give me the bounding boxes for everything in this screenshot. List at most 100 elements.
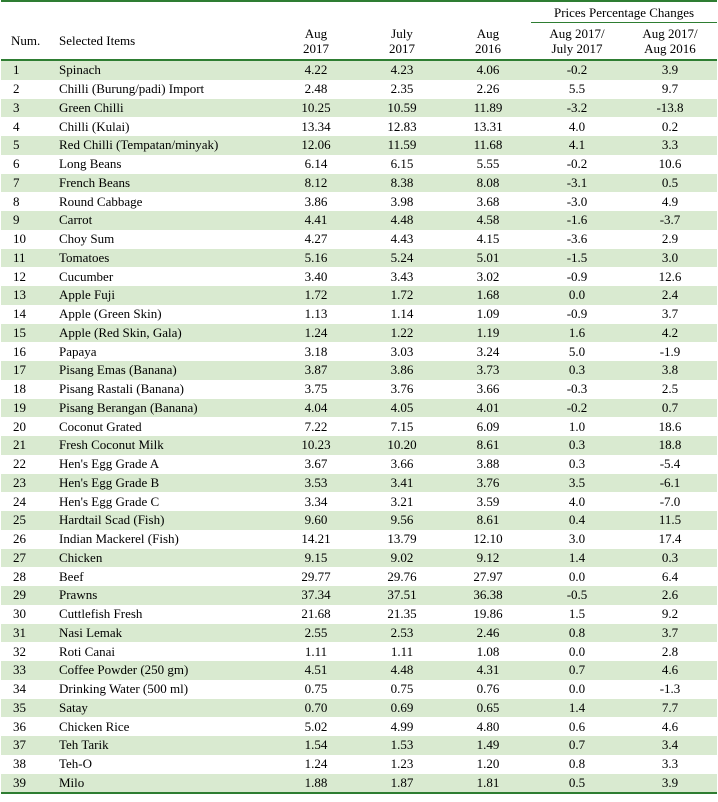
pct-change-month: 3.5 xyxy=(531,473,623,493)
item-name: Hardtail Scad (Fish) xyxy=(53,511,273,530)
row-number: 16 xyxy=(1,342,53,361)
item-name: Chicken xyxy=(53,548,273,568)
price-aug-2017: 29.77 xyxy=(273,567,359,586)
pct-change-month: 0.3 xyxy=(531,454,623,474)
item-name: Nasi Lemak xyxy=(53,623,273,643)
table-row: 9 Carrot 4.41 4.48 4.58 -1.6 -3.7 xyxy=(1,211,717,230)
row-number: 24 xyxy=(1,492,53,511)
table-row: 4 Chilli (Kulai) 13.34 12.83 13.31 4.0 0.2 xyxy=(1,117,717,136)
price-jul-2017: 1.11 xyxy=(359,642,445,661)
item-name: Coffee Powder (250 gm) xyxy=(53,661,273,680)
price-aug-2016: 1.81 xyxy=(445,773,531,795)
price-aug-2016: 19.86 xyxy=(445,604,531,624)
row-number: 30 xyxy=(1,604,53,624)
price-jul-2017: 1.23 xyxy=(359,754,445,774)
table-row: 14 Apple (Green Skin) 1.13 1.14 1.09 -0.9 3.7 xyxy=(1,304,717,324)
price-jul-2017: 3.66 xyxy=(359,454,445,474)
pct-change-month: -1.5 xyxy=(531,248,623,268)
price-jul-2017: 0.75 xyxy=(359,679,445,699)
row-number: 7 xyxy=(1,173,53,193)
price-aug-2017: 13.34 xyxy=(273,117,359,136)
price-jul-2017: 3.43 xyxy=(359,267,445,286)
pct-change-month: 0.8 xyxy=(531,754,623,774)
table-row: 5 Red Chilli (Tempatan/minyak) 12.06 11.59 1… xyxy=(1,136,717,155)
price-aug-2016: 1.08 xyxy=(445,642,531,661)
price-jul-2017: 13.79 xyxy=(359,529,445,549)
price-aug-2017: 1.13 xyxy=(273,304,359,324)
pct-change-month: 0.4 xyxy=(531,511,623,530)
pct-change-month: -0.2 xyxy=(531,60,623,80)
price-aug-2017: 3.67 xyxy=(273,454,359,474)
table-row: 10 Choy Sum 4.27 4.43 4.15 -3.6 2.9 xyxy=(1,229,717,249)
row-number: 4 xyxy=(1,117,53,136)
table-row: 37 Teh Tarik 1.54 1.53 1.49 0.7 3.4 xyxy=(1,736,717,755)
item-name: Fresh Coconut Milk xyxy=(53,436,273,455)
price-aug-2017: 1.88 xyxy=(273,773,359,795)
pct-change-year: 4.6 xyxy=(623,661,717,680)
row-number: 20 xyxy=(1,417,53,436)
table-row: 7 French Beans 8.12 8.38 8.08 -3.1 0.5 xyxy=(1,173,717,193)
pct-change-year: 18.6 xyxy=(623,417,717,436)
price-jul-2017: 0.69 xyxy=(359,698,445,718)
price-aug-2016: 4.31 xyxy=(445,661,531,680)
price-jul-2017: 4.48 xyxy=(359,211,445,230)
pct-change-year: 4.6 xyxy=(623,717,717,736)
pct-change-year: 3.7 xyxy=(623,304,717,324)
table-row: 21 Fresh Coconut Milk 10.23 10.20 8.61 0.3 18.… xyxy=(1,436,717,455)
price-aug-2017: 9.60 xyxy=(273,511,359,530)
item-name: Hen's Egg Grade A xyxy=(53,454,273,474)
table-row: 3 Green Chilli 10.25 10.59 11.89 -3.2 -13.8 xyxy=(1,98,717,118)
price-aug-2017: 12.06 xyxy=(273,136,359,155)
table-row: 25 Hardtail Scad (Fish) 9.60 9.56 8.61 0.4 11.… xyxy=(1,511,717,530)
pct-change-year: 9.7 xyxy=(623,79,717,99)
pct-change-year: 0.3 xyxy=(623,548,717,568)
price-aug-2016: 3.68 xyxy=(445,192,531,211)
table-row: 20 Coconut Grated 7.22 7.15 6.09 1.0 18.6 xyxy=(1,417,717,436)
item-name: Milo xyxy=(53,773,273,795)
pct-change-month: 1.5 xyxy=(531,604,623,624)
price-jul-2017: 6.15 xyxy=(359,154,445,174)
item-name: Choy Sum xyxy=(53,229,273,249)
price-aug-2017: 3.75 xyxy=(273,379,359,399)
price-aug-2017: 1.54 xyxy=(273,736,359,755)
row-number: 5 xyxy=(1,136,53,155)
price-aug-2017: 3.86 xyxy=(273,192,359,211)
price-aug-2016: 27.97 xyxy=(445,567,531,586)
price-aug-2017: 10.23 xyxy=(273,436,359,455)
price-aug-2017: 21.68 xyxy=(273,604,359,624)
row-number: 28 xyxy=(1,567,53,586)
item-name: Hen's Egg Grade C xyxy=(53,492,273,511)
item-name: Apple (Red Skin, Gala) xyxy=(53,323,273,343)
price-aug-2017: 3.34 xyxy=(273,492,359,511)
item-name: Apple Fuji xyxy=(53,286,273,305)
row-number: 2 xyxy=(1,79,53,99)
row-number: 38 xyxy=(1,754,53,774)
price-jul-2017: 3.86 xyxy=(359,361,445,380)
price-jul-2017: 1.14 xyxy=(359,304,445,324)
price-aug-2016: 13.31 xyxy=(445,117,531,136)
item-name: Tomatoes xyxy=(53,248,273,268)
price-aug-2017: 14.21 xyxy=(273,529,359,549)
price-aug-2016: 36.38 xyxy=(445,586,531,605)
pct-change-year: 2.8 xyxy=(623,642,717,661)
price-aug-2016: 4.58 xyxy=(445,211,531,230)
pct-change-year: 3.3 xyxy=(623,136,717,155)
item-name: French Beans xyxy=(53,173,273,193)
price-aug-2017: 2.55 xyxy=(273,623,359,643)
pct-change-month: -0.5 xyxy=(531,586,623,605)
pct-change-month: 0.7 xyxy=(531,736,623,755)
price-jul-2017: 3.76 xyxy=(359,379,445,399)
price-aug-2017: 8.12 xyxy=(273,173,359,193)
pct-change-month: 1.0 xyxy=(531,417,623,436)
item-name: Chilli (Kulai) xyxy=(53,117,273,136)
pct-change-year: 3.9 xyxy=(623,60,717,80)
price-aug-2016: 3.76 xyxy=(445,473,531,493)
pct-change-month: 0.7 xyxy=(531,661,623,680)
item-name: Indian Mackerel (Fish) xyxy=(53,529,273,549)
item-name: Papaya xyxy=(53,342,273,361)
pct-month-column-header: Aug 2017/July 2017 xyxy=(531,22,623,61)
pct-change-month: 1.4 xyxy=(531,548,623,568)
pct-change-month: -0.2 xyxy=(531,154,623,174)
pct-change-month: -0.3 xyxy=(531,379,623,399)
row-number: 26 xyxy=(1,529,53,549)
